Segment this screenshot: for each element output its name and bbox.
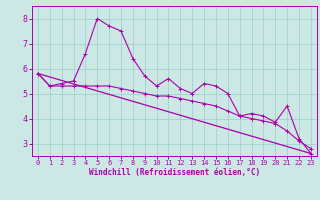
X-axis label: Windchill (Refroidissement éolien,°C): Windchill (Refroidissement éolien,°C) [89,168,260,177]
